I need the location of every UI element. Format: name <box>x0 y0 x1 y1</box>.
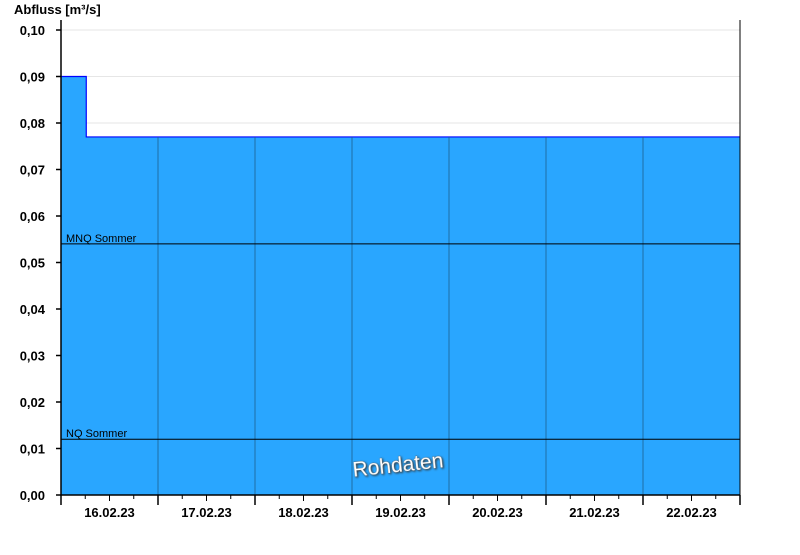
area-fill <box>61 76 740 495</box>
x-tick-label: 20.02.23 <box>472 505 523 520</box>
y-tick-label: 0,01 <box>20 442 45 457</box>
y-axis-label: Abfluss [m³/s] <box>14 2 101 17</box>
y-tick-label: 0,00 <box>20 488 45 503</box>
y-tick-label: 0,03 <box>20 349 45 364</box>
x-tick-label: 22.02.23 <box>666 505 717 520</box>
y-tick-label: 0,02 <box>20 395 45 410</box>
x-tick-label: 16.02.23 <box>84 505 135 520</box>
y-tick-label: 0,09 <box>20 70 45 85</box>
y-tick-label: 0,08 <box>20 116 45 131</box>
reference-line-label: NQ Sommer <box>66 428 127 440</box>
x-tick-label: 17.02.23 <box>181 505 232 520</box>
series-area <box>61 75 740 495</box>
series-line <box>61 75 740 138</box>
y-tick-label: 0,06 <box>20 209 45 224</box>
x-tick-label: 18.02.23 <box>278 505 329 520</box>
y-tick-label: 0,10 <box>20 23 45 38</box>
axes: 0,00 0,01 0,02 0,03 0,04 0,05 0,06 0,07 0,08 0,09… <box>20 20 741 520</box>
x-tick-label: 21.02.23 <box>569 505 620 520</box>
x-tick-label: 19.02.23 <box>375 505 426 520</box>
y-tick-label: 0,05 <box>20 256 45 271</box>
reference-lines: MNQ Sommer NQ Sommer <box>61 233 740 440</box>
y-tick-label: 0,04 <box>20 302 46 317</box>
y-tick-label: 0,07 <box>20 163 45 178</box>
reference-line-label: MNQ Sommer <box>66 233 137 245</box>
day-lines <box>157 136 644 495</box>
